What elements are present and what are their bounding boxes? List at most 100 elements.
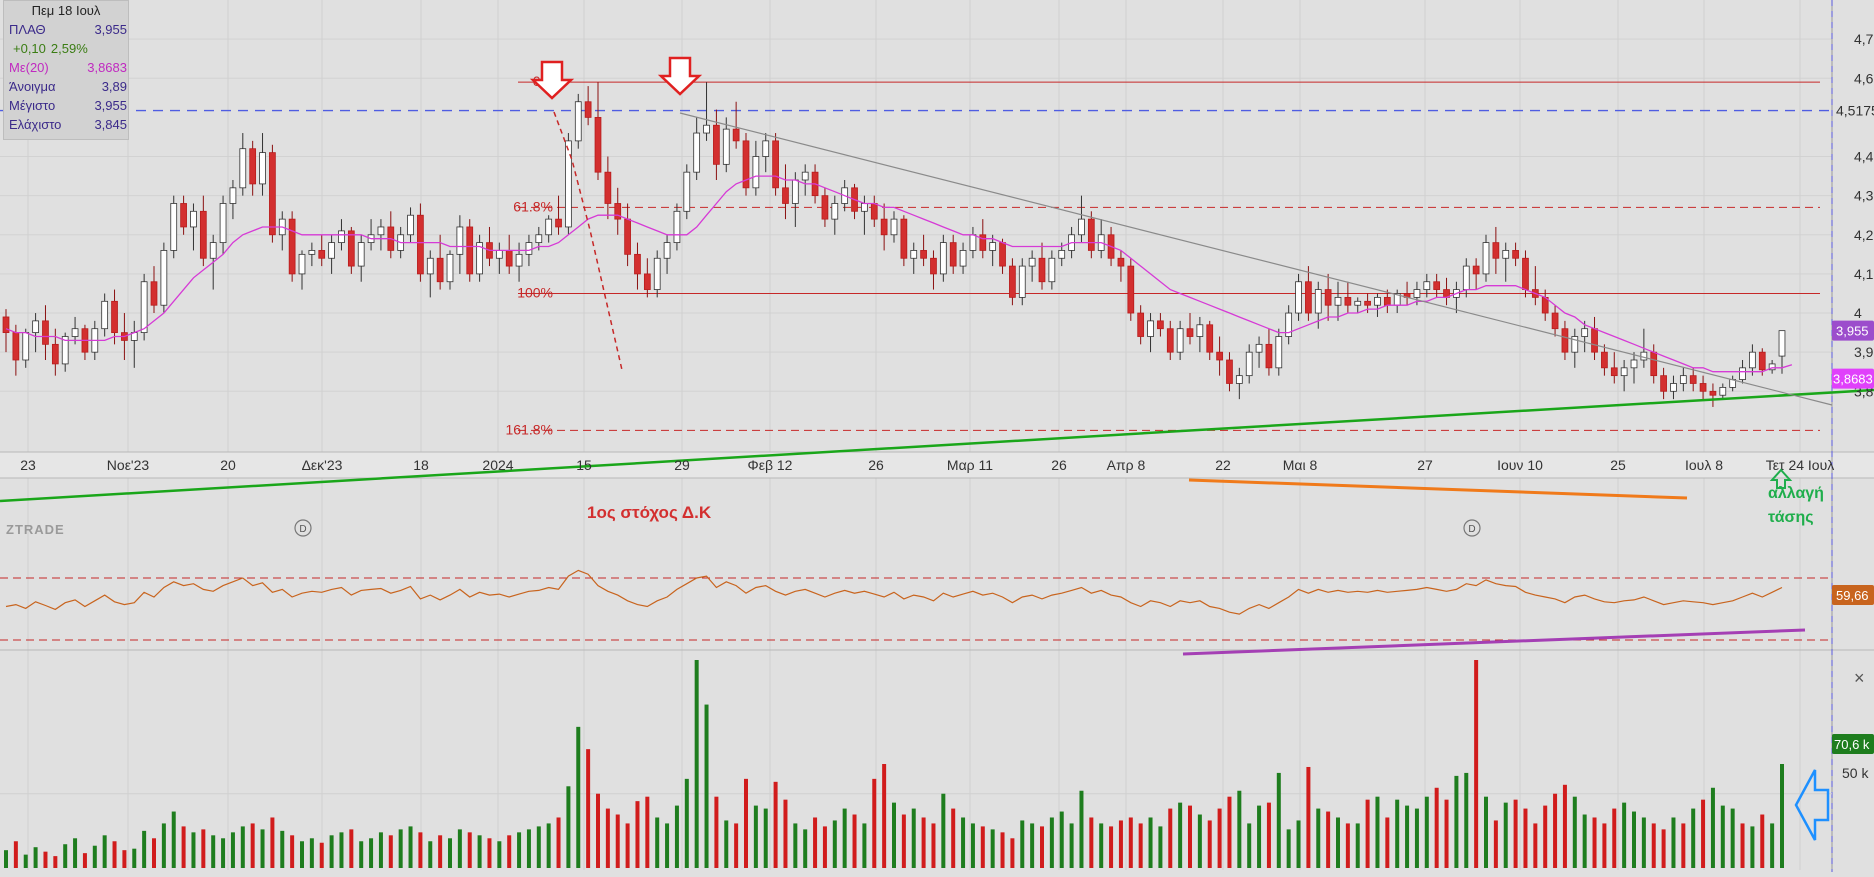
volume-bar	[507, 835, 512, 868]
candle-body	[180, 203, 187, 228]
candle-body	[870, 203, 878, 220]
candle-body	[969, 234, 977, 251]
last-price-tag-bg	[1832, 320, 1874, 341]
volume-bar	[970, 823, 975, 868]
candle-body	[466, 226, 474, 275]
candle-body	[160, 250, 168, 306]
info-ma-value: 3,8683	[87, 60, 127, 75]
volume-bar	[152, 838, 156, 868]
volume-bar	[1000, 832, 1005, 868]
candle-body	[1650, 351, 1658, 377]
volume-bar	[911, 808, 916, 868]
rsi-tag-bg	[1832, 585, 1874, 605]
candle-body	[930, 257, 937, 275]
volume-bar	[171, 811, 176, 868]
volume-bar	[1474, 660, 1479, 868]
ohlc-info-panel: Πεμ 18 Ιουλ ΠΛΑΘ 3,955 +0,10 2,59% Με(20…	[3, 0, 129, 140]
candle-body	[1679, 375, 1687, 384]
candle-body	[900, 218, 908, 259]
volume-bar	[586, 749, 591, 868]
volume-bar	[596, 793, 600, 868]
candle-body	[604, 171, 612, 204]
candle-body	[1314, 289, 1322, 314]
candle-body	[634, 253, 641, 275]
fib-level-label: 161.8%	[506, 421, 553, 437]
volume-bar	[1237, 790, 1242, 868]
volume-bar	[1020, 820, 1025, 868]
candle-body	[456, 226, 464, 255]
candle-body	[1768, 363, 1776, 371]
candle-body	[732, 128, 740, 142]
up-arrow-icon	[1769, 468, 1793, 489]
volume-bar	[783, 799, 788, 868]
down-arrow-icon	[529, 60, 575, 100]
drawn-lines	[0, 111, 1874, 503]
volume-bar	[82, 853, 87, 868]
time-tick-label: Μαι 8	[1283, 457, 1318, 473]
volume-bar	[1306, 766, 1311, 868]
volume-bar	[319, 842, 324, 868]
price-tick-label: 4,1	[1854, 266, 1874, 282]
volume-bar	[1316, 808, 1321, 868]
volume-bar	[674, 805, 679, 868]
time-tick-label: 23	[20, 457, 36, 473]
watermark: ZTRADE	[6, 522, 65, 537]
volume-bar	[990, 829, 995, 868]
volume-bar	[1414, 808, 1419, 868]
volume-bar	[1454, 775, 1459, 868]
info-symbol-value: 3,955	[94, 22, 127, 37]
ma20-series	[5, 175, 1793, 373]
time-tick-label: 15	[576, 457, 592, 473]
candle-body	[61, 336, 69, 365]
volume-bar	[1128, 817, 1133, 868]
candle-body	[199, 210, 207, 259]
volume-bar	[359, 841, 364, 868]
candle-body	[1196, 324, 1204, 337]
volume-bar	[1148, 817, 1153, 868]
volume-bar	[931, 823, 936, 868]
time-tick-label: Απρ 8	[1107, 457, 1146, 473]
candle-body	[308, 250, 316, 255]
volume-bar	[605, 808, 610, 868]
fib-swing-line	[553, 111, 623, 371]
volume-bar	[467, 832, 472, 868]
candle-body	[1739, 367, 1746, 380]
candle-body	[446, 253, 454, 283]
time-tick-label: 2024	[482, 457, 513, 473]
candle-body	[535, 234, 543, 244]
volume-bar	[763, 808, 768, 868]
candle-body	[959, 250, 967, 267]
volume-bar	[1168, 808, 1173, 868]
candle-body	[1423, 281, 1431, 290]
volume-bar	[290, 835, 295, 868]
candle-body	[1660, 375, 1667, 392]
volume-bar	[201, 829, 206, 868]
time-tick-label: 26	[1051, 457, 1067, 473]
volume-bar	[526, 829, 531, 868]
volume-bar	[625, 823, 630, 868]
volume-bar	[250, 823, 255, 868]
volume-bar	[142, 830, 147, 868]
volume-bar	[1089, 817, 1094, 868]
candle-body	[1255, 343, 1263, 353]
candle-body	[1462, 265, 1470, 290]
info-open-label: Άνοιγμα	[9, 79, 56, 94]
volume-bar	[1079, 790, 1084, 868]
candle-body	[476, 242, 483, 275]
volume-bar	[1523, 808, 1528, 868]
info-change: +0,10	[13, 41, 46, 56]
volume-bar	[1493, 820, 1498, 868]
candle-body	[1186, 328, 1194, 337]
volume-bar	[1286, 829, 1291, 868]
volume-bar	[122, 850, 127, 868]
volume-bar	[645, 796, 650, 868]
volume-bar	[1740, 823, 1745, 868]
volume-bar	[1336, 817, 1340, 868]
volume-bar	[1582, 814, 1587, 868]
target-annotation: 1ος στόχος Δ.Κ	[587, 503, 712, 522]
candle-body	[1166, 328, 1174, 353]
volume-bar	[1158, 826, 1163, 868]
candle-body	[1226, 359, 1233, 384]
candle-body	[594, 116, 602, 173]
